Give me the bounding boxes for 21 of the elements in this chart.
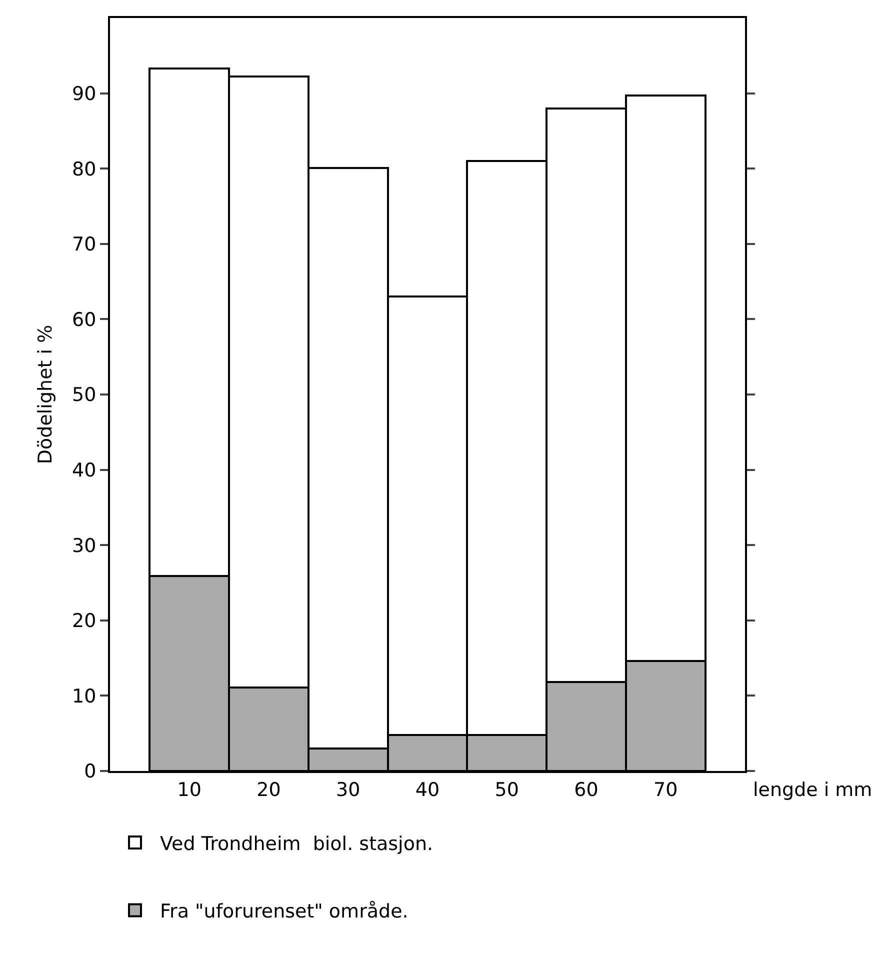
x-tick-label: 70	[654, 778, 678, 801]
x-tick-label: 60	[574, 778, 598, 801]
y-tick-label: 60	[72, 308, 96, 331]
x-tick-label: 20	[256, 778, 281, 801]
x-tick-label: 30	[336, 778, 360, 801]
y-tick-label: 0	[84, 760, 96, 783]
y-tick-label: 90	[72, 82, 96, 105]
y-tick-label: 50	[72, 384, 96, 406]
y-tick-label: 40	[72, 459, 96, 482]
y-tick-label: 20	[72, 610, 96, 632]
x-tick-label: 10	[177, 778, 202, 801]
legend-label: Fra "uforurenset" område.	[160, 900, 408, 923]
y-tick-label: 70	[72, 234, 96, 256]
x-tick-label: 50	[494, 778, 519, 801]
legend-label: Ved Trondheim biol. stasjon.	[160, 832, 434, 855]
y-tick-label: 10	[72, 685, 96, 708]
y-tick-label: 80	[72, 158, 96, 180]
y-tick-label: 30	[72, 534, 96, 557]
x-axis-title: lengde i mm	[753, 779, 872, 801]
y-axis-title: Dödelighet i %	[34, 324, 56, 464]
x-tick-label: 40	[415, 778, 440, 801]
